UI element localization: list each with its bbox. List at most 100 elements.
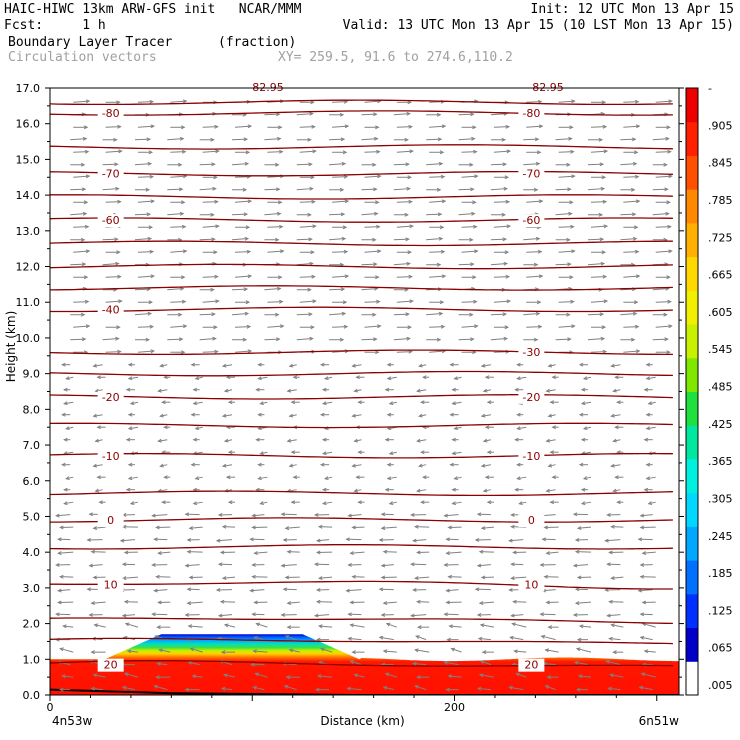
circulation-vector xyxy=(192,437,200,442)
circulation-vector xyxy=(70,262,87,267)
circulation-vector xyxy=(137,174,155,179)
circulation-vector xyxy=(264,237,280,242)
circulation-vector xyxy=(590,175,607,180)
colorbar-swatch xyxy=(686,661,698,696)
circulation-vector xyxy=(57,551,74,556)
circulation-vector xyxy=(215,587,233,592)
contour-label: -80 xyxy=(522,107,540,120)
colorbar-swatch xyxy=(686,256,698,291)
circulation-vector xyxy=(614,475,624,480)
circulation-vector xyxy=(221,413,233,418)
circulation-vector xyxy=(514,487,524,492)
circulation-vector xyxy=(490,137,507,142)
circulation-vector xyxy=(481,650,494,655)
circulation-vector xyxy=(578,462,588,467)
circulation-vector xyxy=(102,237,119,242)
circulation-vector xyxy=(608,599,624,604)
contour-label: -10 xyxy=(102,450,120,463)
circulation-vector xyxy=(523,137,540,142)
circulation-vector xyxy=(445,600,462,605)
circulation-vector xyxy=(380,526,397,531)
circulation-vector xyxy=(480,526,494,530)
circulation-vector xyxy=(299,175,315,180)
circulation-vector xyxy=(73,249,91,254)
circulation-vector xyxy=(159,463,168,468)
y-tick-label: 3.0 xyxy=(23,582,41,595)
circulation-vector xyxy=(574,601,592,606)
circulation-vector xyxy=(385,622,397,628)
circulation-vector xyxy=(578,624,592,629)
circulation-vector xyxy=(364,299,381,304)
circulation-vector xyxy=(98,500,106,505)
circulation-vector xyxy=(480,575,494,580)
circulation-vector xyxy=(190,412,200,417)
circulation-vector xyxy=(655,275,671,280)
circulation-vector xyxy=(386,376,397,381)
circulation-vector xyxy=(296,162,313,167)
circulation-vector xyxy=(267,149,284,154)
circulation-vector xyxy=(315,587,330,592)
circulation-vector xyxy=(347,513,362,518)
right-endpoint-label: 6n51w xyxy=(639,714,680,728)
circulation-vector xyxy=(250,662,265,667)
field-units: (fraction) xyxy=(218,35,297,50)
circulation-vector xyxy=(652,162,668,167)
circulation-vector xyxy=(453,376,462,380)
circulation-vector xyxy=(70,136,88,141)
circulation-vector xyxy=(448,624,462,629)
circulation-vector xyxy=(590,100,607,105)
circulation-vector xyxy=(313,562,330,567)
contour-label: 0 xyxy=(107,514,114,527)
circulation-vector xyxy=(194,476,203,480)
circulation-vector xyxy=(184,687,200,692)
circulation-vector xyxy=(445,588,459,593)
circulation-vector xyxy=(587,137,604,142)
circulation-vector xyxy=(157,388,168,393)
circulation-vector xyxy=(151,612,168,617)
xy-label: XY= 259.5, 91.6 to 274.6,110.2 xyxy=(278,50,513,65)
circulation-vector xyxy=(151,513,168,518)
circulation-vector xyxy=(137,225,154,230)
contour-label: -70 xyxy=(102,168,120,181)
circulation-vector xyxy=(555,337,572,342)
colorbar-frame xyxy=(685,87,699,696)
circulation-vector xyxy=(515,672,527,678)
circulation-vector xyxy=(449,362,459,367)
circulation-vector xyxy=(290,400,300,405)
circulation-vector xyxy=(323,476,333,480)
circulation-vector xyxy=(476,612,491,617)
circulation-vector xyxy=(416,438,427,443)
contour-label: -60 xyxy=(522,214,540,227)
circulation-vector xyxy=(620,137,637,142)
circulation-vector xyxy=(614,425,624,430)
circulation-vector xyxy=(59,574,74,579)
circulation-vector xyxy=(105,274,122,279)
circulation-vector xyxy=(606,512,621,517)
circulation-vector xyxy=(361,162,377,167)
circulation-vector xyxy=(516,476,527,481)
circulation-vector xyxy=(655,224,672,229)
circulation-vector xyxy=(223,438,233,443)
circulation-vector xyxy=(555,262,572,267)
circulation-vector xyxy=(380,575,397,580)
circulation-vector xyxy=(555,312,571,317)
circulation-vector xyxy=(329,311,347,316)
temperature-contours xyxy=(50,99,673,667)
temperature-contour xyxy=(50,660,673,667)
circulation-vector xyxy=(422,375,430,380)
circulation-vector xyxy=(121,562,135,567)
circulation-vector xyxy=(234,124,253,129)
circulation-vector xyxy=(493,149,512,154)
circulation-vector xyxy=(508,538,524,543)
circulation-vector xyxy=(643,387,653,392)
circulation-vector xyxy=(573,660,589,666)
circulation-vector xyxy=(232,137,249,142)
circulation-vector xyxy=(652,211,670,216)
circulation-vector xyxy=(580,501,592,506)
temperature-contour xyxy=(50,144,673,150)
circulation-vector xyxy=(124,622,139,628)
circulation-vector xyxy=(604,587,621,592)
circulation-vector xyxy=(285,675,300,680)
circulation-vector xyxy=(189,647,203,653)
y-tick-label: 1.0 xyxy=(23,653,41,666)
